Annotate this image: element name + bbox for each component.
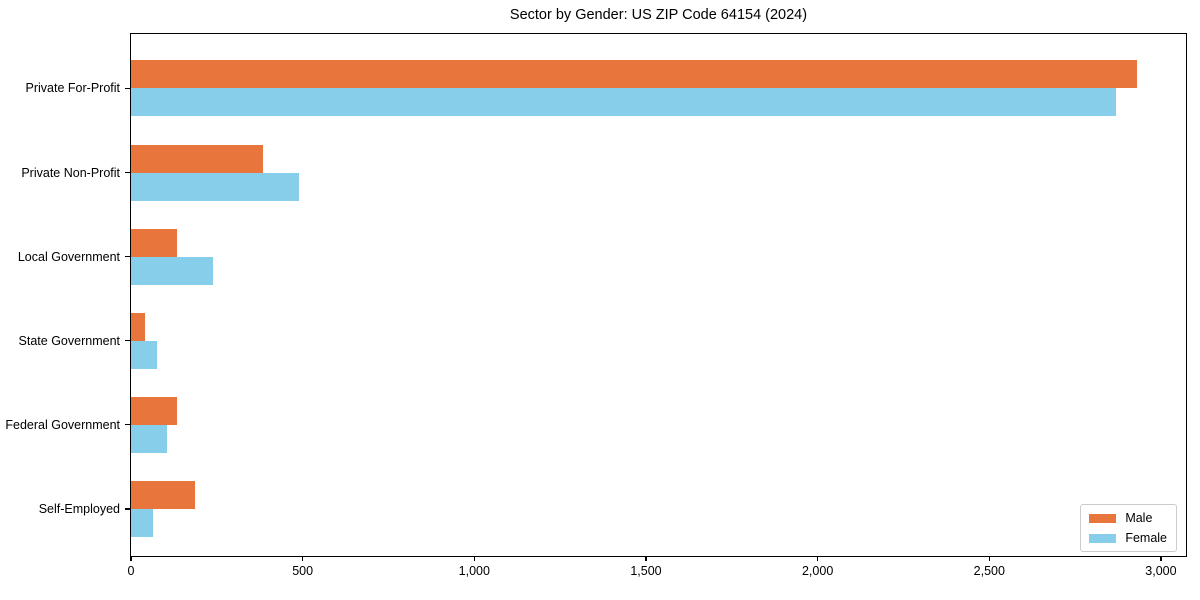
bar-female-4	[131, 424, 168, 453]
x-tick-label: 2,500	[973, 564, 1005, 578]
x-tick	[817, 556, 819, 561]
category-label: Federal Government	[5, 417, 120, 432]
x-tick-label: 500	[292, 564, 314, 578]
bar-female-5	[131, 509, 154, 537]
bar-female-0	[131, 88, 1117, 117]
legend-item-male: Male	[1089, 511, 1167, 525]
y-tick	[125, 424, 130, 426]
bar-male-3	[131, 312, 145, 341]
bar-male-1	[131, 144, 264, 173]
y-tick	[125, 171, 130, 174]
male-color-swatch	[1089, 513, 1117, 523]
x-tick	[988, 556, 990, 561]
category-label: Local Government	[17, 249, 120, 264]
x-tick-label: 0	[127, 564, 135, 578]
x-tick-label: 2,000	[801, 564, 834, 578]
category-label: Private Non-Profit	[21, 165, 120, 180]
bar-female-2	[131, 256, 214, 285]
x-tick-label: 1,000	[458, 564, 490, 578]
x-tick-label: 3,000	[1145, 564, 1177, 578]
category-label: Private For-Profit	[25, 81, 120, 96]
bar-male-5	[131, 481, 195, 509]
y-tick	[125, 87, 130, 90]
bar-female-3	[131, 340, 157, 369]
x-tick	[473, 556, 475, 561]
y-tick	[125, 256, 130, 258]
female-color-swatch	[1089, 533, 1117, 543]
plot-area: Male Female Private For-Profit Private No…	[5, 33, 1187, 578]
chart-title: Sector by Gender: US ZIP Code 64154 (202…	[509, 7, 808, 23]
x-tick	[130, 556, 132, 561]
bar-male-0	[131, 60, 1137, 89]
bar-female-1	[131, 172, 300, 201]
x-tick	[1160, 556, 1162, 561]
category-label: State Government	[18, 333, 120, 348]
y-tick	[125, 508, 130, 510]
x-tick	[645, 556, 647, 561]
legend-item-female: Female	[1089, 531, 1167, 545]
x-tick-label: 1,500	[630, 564, 662, 578]
legend-label-male: Male	[1125, 511, 1153, 525]
legend-label-female: Female	[1125, 531, 1167, 545]
bar-male-2	[131, 228, 178, 257]
y-tick	[125, 340, 130, 342]
legend: Male Female	[1080, 504, 1177, 552]
bar-male-4	[131, 396, 178, 425]
category-label: Self-Employed	[38, 502, 120, 516]
x-tick	[302, 556, 304, 561]
